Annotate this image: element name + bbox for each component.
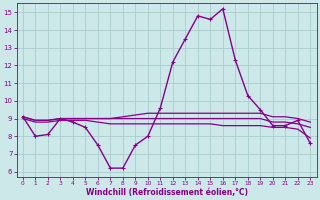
X-axis label: Windchill (Refroidissement éolien,°C): Windchill (Refroidissement éolien,°C) xyxy=(85,188,248,197)
